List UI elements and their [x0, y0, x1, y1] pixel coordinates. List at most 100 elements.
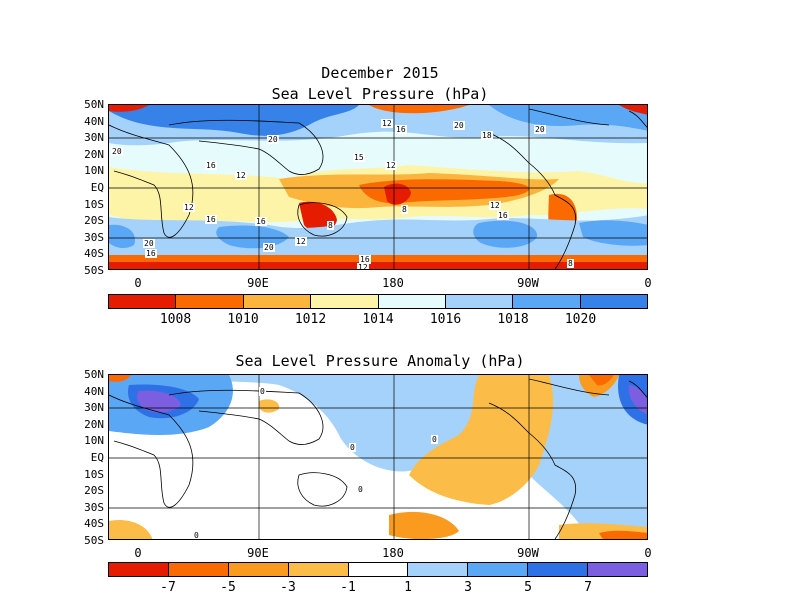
latitude-label: EQ — [90, 451, 104, 464]
longitude-label: 180 — [382, 276, 404, 290]
slp-central-pacific-low — [384, 183, 411, 205]
slp-south-atlantic-high-west — [109, 224, 135, 249]
slp-grid — [109, 105, 647, 269]
longitude-label: 0 — [644, 276, 652, 290]
slp-south-indian-high — [216, 225, 289, 249]
slp-anomaly-map-svg — [109, 375, 647, 539]
contour-label: 16 — [395, 125, 407, 134]
contour-label: 15 — [353, 153, 365, 162]
colorbar-label: 3 — [464, 580, 472, 595]
anomaly-south-pacific-negative — [389, 511, 459, 539]
contour-label: 20 — [534, 125, 546, 134]
latitude-label: 10S — [84, 467, 104, 481]
anomaly-north-pacific-positive — [409, 375, 554, 505]
colorbar-label: 1008 — [159, 312, 192, 327]
map-title-slp: Sea Level Pressure (hPa) — [271, 85, 489, 103]
contour-label: 20 — [267, 135, 279, 144]
slp-south-atlantic-high — [579, 220, 647, 246]
anomaly-north-peak-high — [137, 390, 181, 413]
colorbar-swatch — [109, 563, 169, 576]
latitude-label: 40N — [84, 384, 104, 398]
colorbar-swatch — [468, 563, 529, 576]
contour-label: 16 — [205, 161, 217, 170]
colorbar-swatch — [580, 295, 647, 308]
anomaly-colorbar — [108, 562, 648, 577]
colorbar-swatch — [243, 295, 312, 308]
contour-label: 8 — [567, 259, 574, 268]
slp-coastlines — [109, 108, 647, 269]
colorbar-label: 1016 — [429, 312, 462, 327]
anomaly-greenland-strong — [589, 375, 614, 386]
colorbar-swatch — [176, 295, 244, 308]
colorbar-swatch — [168, 563, 229, 576]
latitude-label: 30N — [84, 401, 104, 415]
contour-label: 12 — [235, 171, 247, 180]
slp-north-low-west — [109, 105, 149, 112]
contour-label: 0 — [259, 387, 266, 396]
slp-south-pacific-high — [473, 220, 538, 248]
slp-north-low-east — [619, 105, 647, 115]
latitude-label: 50S — [84, 264, 104, 277]
longitude-label: 90E — [247, 546, 269, 560]
contour-label: 20 — [111, 147, 123, 156]
anomaly-grid — [109, 375, 647, 539]
latitude-label: 50N — [84, 98, 104, 111]
slp-anomaly-map: 0 0 0 0 0 — [108, 374, 648, 540]
contour-label: 0 — [357, 485, 364, 494]
latitude-axis-labels: 50N 40N 30N 20N 10N EQ 10S 20S 30S 40S 50S — [78, 99, 108, 276]
anomaly-colorbar-labels: -7 -5 -3 -1 1 3 5 7 — [108, 580, 648, 596]
anomaly-south-america-strong-negative — [599, 530, 647, 539]
colorbar-label: 7 — [584, 580, 592, 595]
colorbar-swatch — [311, 295, 379, 308]
colorbar-label: 1018 — [497, 312, 529, 327]
contour-label: 12 — [489, 201, 501, 210]
slp-southern-ocean-deep-low — [109, 262, 647, 269]
contour-label: 20 — [263, 243, 275, 252]
contour-label: 16 — [145, 249, 157, 258]
anomaly-europe-negative — [109, 375, 131, 382]
longitude-label: 0 — [644, 546, 652, 560]
latitude-label: 40N — [84, 114, 104, 128]
map-title-date: December 2015 — [321, 64, 439, 82]
colorbar-swatch — [228, 563, 289, 576]
slp-north-atlantic-high — [489, 105, 647, 131]
colorbar-label: -1 — [340, 580, 356, 595]
latitude-label: 10S — [84, 197, 104, 211]
colorbar-swatch — [109, 295, 177, 308]
contour-label: 18 — [481, 131, 493, 140]
anomaly-indian-neutral — [160, 435, 281, 522]
longitude-axis-labels: 0 90E 180 90W 0 — [108, 276, 652, 290]
latitude-label: 30N — [84, 131, 104, 145]
latitude-label: 20N — [84, 147, 104, 161]
anomaly-map-title: Sea Level Pressure Anomaly (hPa) — [235, 352, 525, 370]
latitude-label: 50N — [84, 368, 104, 381]
colorbar-label: 1020 — [564, 312, 597, 327]
latitude-label: 30S — [84, 500, 104, 514]
contour-label: 12 — [385, 161, 397, 170]
colorbar-swatch — [348, 563, 409, 576]
colorbar-label: 1 — [404, 580, 412, 595]
contour-label: 12 — [381, 119, 393, 128]
colorbar-swatch — [528, 563, 589, 576]
anomaly-japan-negative — [259, 399, 280, 413]
colorbar-label: 5 — [524, 580, 532, 595]
contour-label: 20 — [143, 239, 155, 248]
colorbar-swatch — [288, 563, 349, 576]
contour-label: 12 — [183, 203, 195, 212]
colorbar-label: -7 — [160, 580, 176, 595]
slp-colorbar — [108, 294, 648, 309]
colorbar-swatch — [408, 563, 469, 576]
latitude-label: 50S — [84, 534, 104, 547]
latitude-label: 30S — [84, 230, 104, 244]
colorbar-swatch — [445, 295, 514, 308]
contour-label: 12 — [295, 237, 307, 246]
latitude-label: 20S — [84, 214, 104, 228]
contour-label: 16 — [497, 211, 509, 220]
contour-label: 16 — [205, 215, 217, 224]
contour-label: 8 — [327, 221, 334, 230]
colorbar-swatch — [513, 295, 581, 308]
contour-label: 0 — [193, 531, 200, 540]
latitude-label: 20S — [84, 484, 104, 498]
longitude-label: 180 — [382, 546, 404, 560]
contour-label: 12 — [357, 263, 369, 270]
